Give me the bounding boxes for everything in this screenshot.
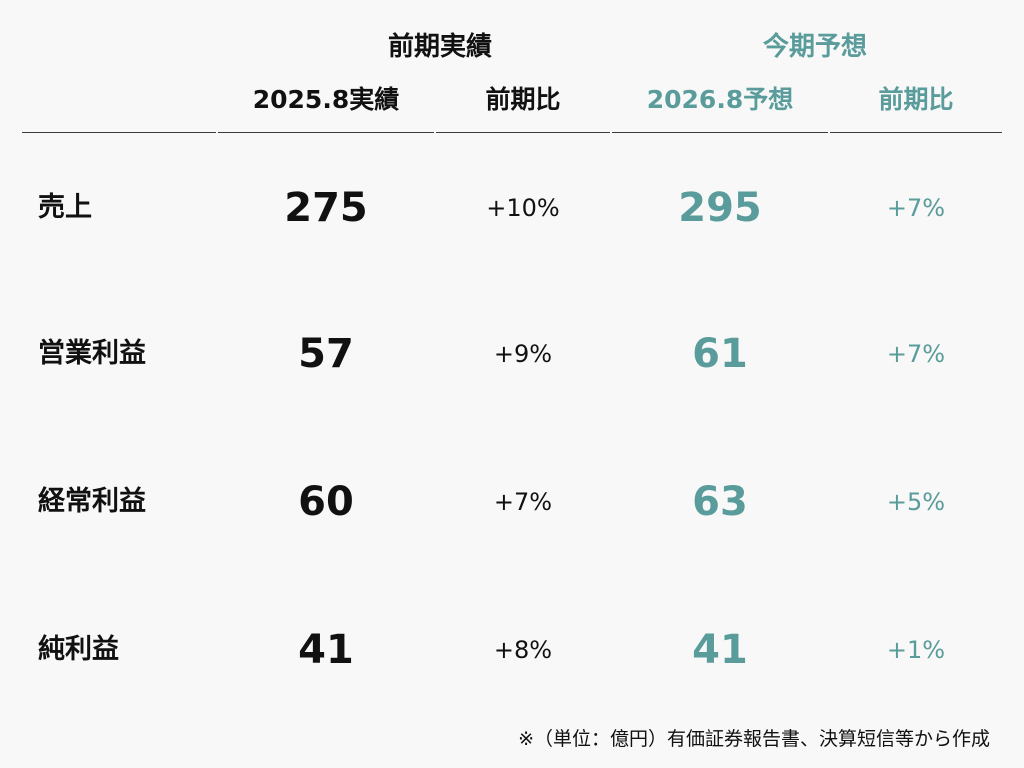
column-header-prev-actual: 2025.8実績	[252, 85, 400, 114]
header-divider-curr-forecast	[612, 132, 828, 133]
row-label: 営業利益	[38, 338, 146, 369]
column-header-curr-forecast: 2026.8予想	[646, 85, 794, 114]
source-footnote: ※（単位：億円）有価証券報告書、決算短信等から作成	[518, 728, 990, 750]
prev-actual-value: 275	[284, 185, 368, 231]
prev-actual-value: 60	[298, 479, 354, 525]
current-period-forecast-header: 今期予想	[762, 32, 867, 62]
prev-yoy-value: +8%	[493, 636, 553, 664]
row-label: 売上	[38, 192, 92, 223]
forecast-value: 61	[692, 331, 748, 377]
prev-yoy-value: +7%	[493, 488, 553, 516]
forecast-yoy-value: +7%	[886, 340, 946, 368]
forecast-yoy-value: +7%	[886, 194, 946, 222]
column-header-prev-yoy: 前期比	[485, 85, 561, 114]
table-row-net-profit: 純利益 41 +8% 41 +1%	[0, 620, 1024, 680]
forecast-yoy-value: +5%	[886, 488, 946, 516]
row-label: 純利益	[38, 634, 119, 665]
prev-yoy-value: +9%	[493, 340, 553, 368]
table-row-operating-profit: 営業利益 57 +9% 61 +7%	[0, 324, 1024, 384]
header-divider-curr-yoy	[830, 132, 1002, 133]
forecast-value: 41	[692, 627, 748, 673]
row-label: 経常利益	[38, 486, 146, 517]
previous-period-results-header: 前期実績	[387, 32, 492, 62]
header-divider-prev-actual	[218, 132, 434, 133]
prev-actual-value: 57	[298, 331, 354, 377]
prev-actual-value: 41	[298, 627, 354, 673]
header-divider-prev-yoy	[436, 132, 610, 133]
forecast-value: 295	[678, 185, 762, 231]
forecast-value: 63	[692, 479, 748, 525]
header-divider-label	[22, 132, 216, 133]
forecast-yoy-value: +1%	[886, 636, 946, 664]
table-row-ordinary-profit: 経常利益 60 +7% 63 +5%	[0, 472, 1024, 532]
column-header-curr-yoy: 前期比	[878, 85, 954, 114]
prev-yoy-value: +10%	[486, 194, 560, 222]
table-row-sales: 売上 275 +10% 295 +7%	[0, 178, 1024, 238]
